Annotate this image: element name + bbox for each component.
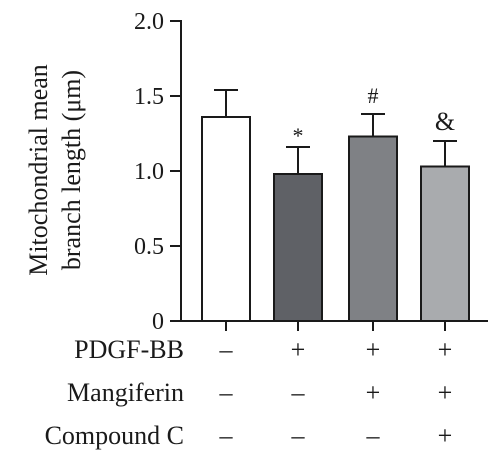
y-tick-label: 0.5 bbox=[134, 234, 164, 260]
condition-sign: – bbox=[219, 335, 234, 364]
condition-sign: + bbox=[366, 335, 381, 364]
significance-marker: & bbox=[435, 107, 455, 136]
y-axis-label-line1: Mitochondrial mean bbox=[24, 64, 53, 276]
condition-sign: + bbox=[438, 335, 453, 364]
y-axis-label-line2: branch length (μm) bbox=[57, 70, 86, 270]
condition-sign: – bbox=[366, 421, 381, 450]
condition-label: Compound C bbox=[45, 421, 184, 450]
condition-sign: + bbox=[291, 335, 306, 364]
condition-sign: – bbox=[219, 421, 234, 450]
bar bbox=[273, 173, 323, 322]
condition-sign: + bbox=[366, 378, 381, 407]
y-tick-label: 1.0 bbox=[134, 159, 164, 185]
condition-sign: – bbox=[291, 378, 306, 407]
bar bbox=[201, 116, 251, 322]
bar bbox=[420, 165, 470, 322]
significance-marker: * bbox=[293, 123, 304, 148]
bar bbox=[348, 135, 398, 322]
y-tick-label: 1.5 bbox=[134, 84, 164, 110]
y-tick-label: 2.0 bbox=[134, 9, 164, 35]
condition-sign: – bbox=[219, 378, 234, 407]
condition-label: Mangiferin bbox=[67, 378, 184, 407]
condition-sign: + bbox=[438, 421, 453, 450]
significance-marker: # bbox=[368, 83, 379, 108]
plot-area: 0 0.5 1.0 1.5 2.0 * # & PDGF-BB – + + + Mangiferin – – +… bbox=[45, 9, 488, 450]
condition-sign: – bbox=[291, 421, 306, 450]
condition-label: PDGF-BB bbox=[74, 335, 184, 364]
y-tick-label: 0 bbox=[152, 309, 164, 335]
condition-sign: + bbox=[438, 378, 453, 407]
